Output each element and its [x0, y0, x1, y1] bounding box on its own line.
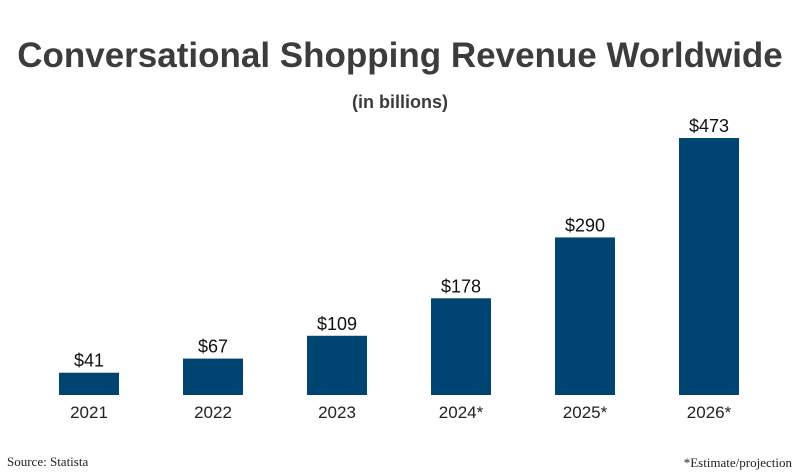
bar-2021 — [59, 372, 119, 395]
category-label: 2023 — [318, 403, 356, 422]
value-label: $178 — [441, 276, 481, 296]
source-note: Source: Statista — [7, 454, 89, 469]
category-label: 2021 — [70, 403, 108, 422]
category-label: 2022 — [194, 403, 232, 422]
value-label: $473 — [689, 116, 729, 136]
value-label: $41 — [74, 351, 104, 371]
bar-2024* — [431, 298, 491, 395]
chart-title: Conversational Shopping Revenue Worldwid… — [17, 36, 783, 75]
category-label: 2024* — [439, 403, 484, 422]
value-label: $290 — [565, 215, 605, 235]
value-label: $109 — [317, 314, 357, 334]
bar-2023 — [307, 335, 367, 395]
estimate-note: *Estimate/projection — [683, 455, 792, 470]
bar-2026* — [679, 138, 739, 395]
bar-2022 — [183, 358, 243, 395]
bar-2025* — [555, 237, 615, 395]
value-label: $67 — [198, 337, 228, 357]
chart-subtitle: (in billions) — [352, 92, 448, 112]
category-label: 2025* — [563, 403, 608, 422]
category-label: 2026* — [687, 403, 732, 422]
